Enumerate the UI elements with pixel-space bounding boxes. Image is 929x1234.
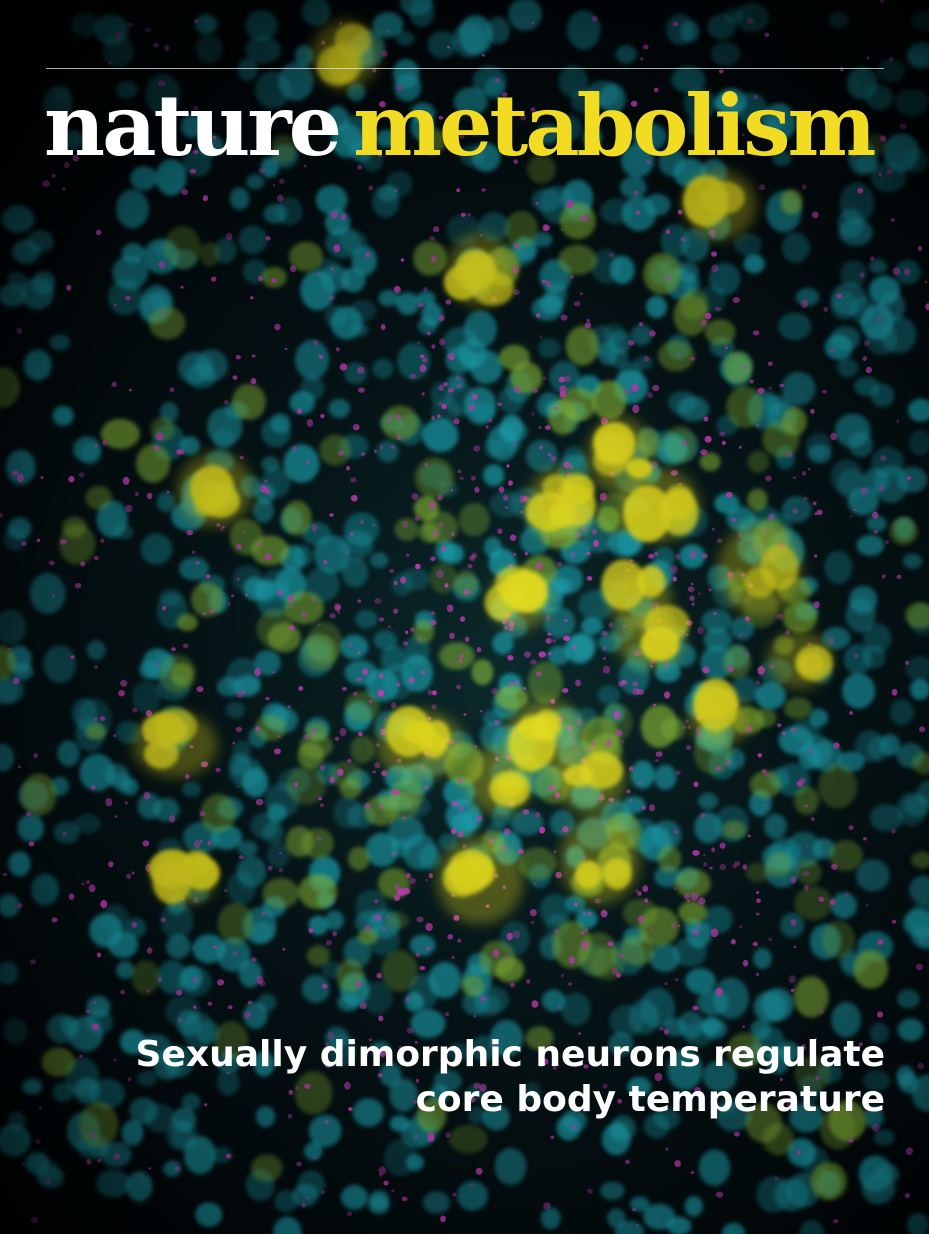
headline-line-1: Sexually dimorphic neurons regulate: [135, 1034, 885, 1075]
cover-headline: Sexually dimorphic neurons regulate core…: [65, 1032, 885, 1122]
masthead-nature: nature: [44, 76, 342, 175]
journal-masthead: nature metabolism: [44, 76, 876, 176]
masthead-metabolism: metabolism: [353, 76, 876, 175]
headline-line-2: core body temperature: [415, 1079, 885, 1120]
masthead-rule: [46, 68, 884, 69]
